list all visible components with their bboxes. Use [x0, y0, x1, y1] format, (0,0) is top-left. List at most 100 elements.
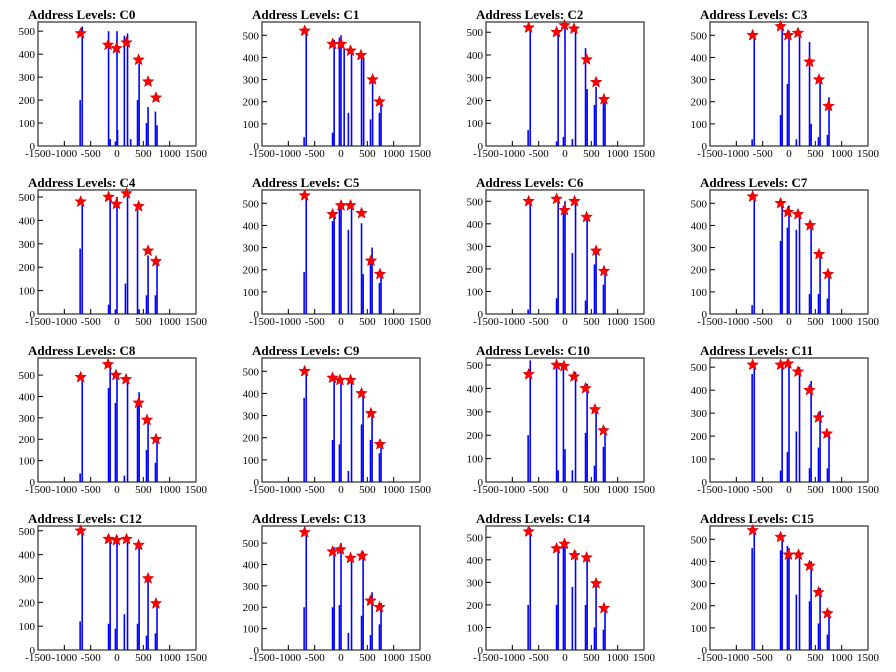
y-tick-label: 200 [691, 601, 708, 613]
x-tick-label: 1500 [857, 316, 880, 328]
star-marker [781, 205, 795, 218]
y-tick-label: 200 [467, 95, 484, 107]
star-marker [781, 357, 795, 370]
y-tick-label: 500 [19, 370, 36, 382]
x-tick-label: -1000 [51, 652, 77, 664]
x-tick-label: -500 [753, 652, 774, 664]
y-tick-label: 400 [691, 52, 708, 64]
x-tick-label: 0 [114, 484, 120, 496]
x-tick-label: -500 [305, 316, 326, 328]
star-marker [110, 533, 123, 546]
star-marker [334, 37, 348, 50]
x-tick-label: 1500 [409, 148, 432, 160]
x-tick-label: 1000 [831, 148, 854, 160]
star-marker [364, 594, 377, 607]
y-tick-label: 300 [691, 408, 708, 420]
x-tick-label: 1000 [607, 484, 630, 496]
x-tick-label: -1500 [249, 148, 275, 160]
star-marker [781, 28, 795, 41]
y-tick-label: 200 [19, 95, 36, 107]
y-tick-label: 200 [691, 97, 708, 109]
y-tick-label: 0 [702, 645, 708, 657]
chart-title: Address Levels: C7 [700, 175, 808, 190]
y-tick-label: 500 [691, 198, 708, 210]
y-tick-label: 400 [243, 52, 260, 64]
chart-panel: Address Levels: C00100200300400500-1500-… [19, 7, 208, 160]
star-marker [822, 99, 835, 112]
x-tick-label: 1500 [185, 484, 208, 496]
y-tick-label: 100 [19, 456, 36, 468]
star-marker [774, 19, 787, 32]
star-marker [110, 41, 123, 54]
y-tick-label: 100 [691, 119, 708, 131]
star-marker [568, 194, 581, 207]
star-marker [74, 524, 88, 537]
x-tick-label: -500 [81, 148, 102, 160]
y-tick-label: 100 [467, 622, 484, 634]
y-tick-label: 500 [243, 366, 260, 378]
x-tick-label: -1500 [473, 316, 499, 328]
x-tick-label: -1500 [473, 652, 499, 664]
star-marker [558, 18, 571, 31]
star-marker [355, 549, 369, 562]
x-tick-label: 1500 [633, 652, 656, 664]
y-tick-label: 500 [467, 196, 484, 208]
x-tick-label: 1500 [633, 484, 656, 496]
y-tick-label: 100 [243, 624, 260, 636]
y-tick-label: 500 [467, 27, 484, 39]
x-tick-label: 500 [807, 652, 824, 664]
y-tick-label: 100 [467, 286, 484, 298]
x-tick-label: 0 [562, 652, 568, 664]
star-marker [132, 53, 145, 66]
y-tick-label: 200 [243, 433, 260, 445]
star-marker [366, 72, 379, 85]
chart-panel: Address Levels: C90100200300400500-1500-… [243, 343, 432, 496]
x-tick-label: 1500 [633, 316, 656, 328]
star-marker [141, 75, 155, 88]
y-tick-label: 0 [478, 477, 484, 489]
star-marker [74, 370, 88, 383]
star-marker [550, 192, 563, 205]
chart-panel: Address Levels: C10100200300400500-1500-… [243, 7, 432, 160]
chart-title: Address Levels: C3 [700, 7, 808, 22]
y-tick-label: 0 [254, 309, 260, 321]
y-tick-label: 500 [19, 526, 36, 538]
star-marker [74, 195, 88, 208]
x-tick-label: 500 [135, 652, 152, 664]
x-tick-label: -500 [753, 148, 774, 160]
y-tick-label: 300 [19, 573, 36, 585]
x-tick-label: 1000 [831, 484, 854, 496]
star-marker [589, 576, 603, 589]
chart-panel: Address Levels: C13 0 100 200 300 400 500 -1500… [243, 511, 432, 664]
chart-panel: Address Levels: C30100200300400500-1500-… [691, 7, 880, 160]
star-marker [803, 218, 817, 231]
x-tick-label: 1000 [831, 316, 854, 328]
star-marker [119, 372, 133, 385]
star-marker [149, 254, 163, 267]
x-tick-label: -500 [753, 316, 774, 328]
star-marker [812, 411, 825, 424]
x-tick-label: 1500 [185, 652, 208, 664]
star-marker [589, 244, 603, 257]
x-tick-label: 0 [786, 484, 792, 496]
x-tick-label: -500 [529, 316, 550, 328]
x-tick-label: 1000 [383, 316, 406, 328]
star-marker [102, 190, 115, 203]
star-marker [792, 548, 805, 561]
chart-title: Address Levels: C9 [252, 343, 360, 358]
x-tick-label: -500 [753, 484, 774, 496]
y-tick-label: 100 [467, 118, 484, 130]
x-tick-label: -500 [81, 316, 102, 328]
star-marker [298, 188, 312, 201]
y-tick-label: 200 [243, 265, 260, 277]
y-tick-label: 100 [243, 455, 260, 467]
x-tick-label: 1000 [159, 316, 182, 328]
y-tick-label: 0 [254, 477, 260, 489]
chart-panel: Address Levels: C15 0 100 200 300 400 500 -1500… [691, 511, 880, 664]
x-tick-label: -1500 [697, 652, 723, 664]
star-marker [597, 264, 611, 277]
star-marker [803, 383, 816, 396]
y-tick-label: 100 [691, 287, 708, 299]
chart-panel: Address Levels: C60100200300400500-1500-… [467, 175, 656, 328]
x-tick-label: -1500 [25, 652, 51, 664]
